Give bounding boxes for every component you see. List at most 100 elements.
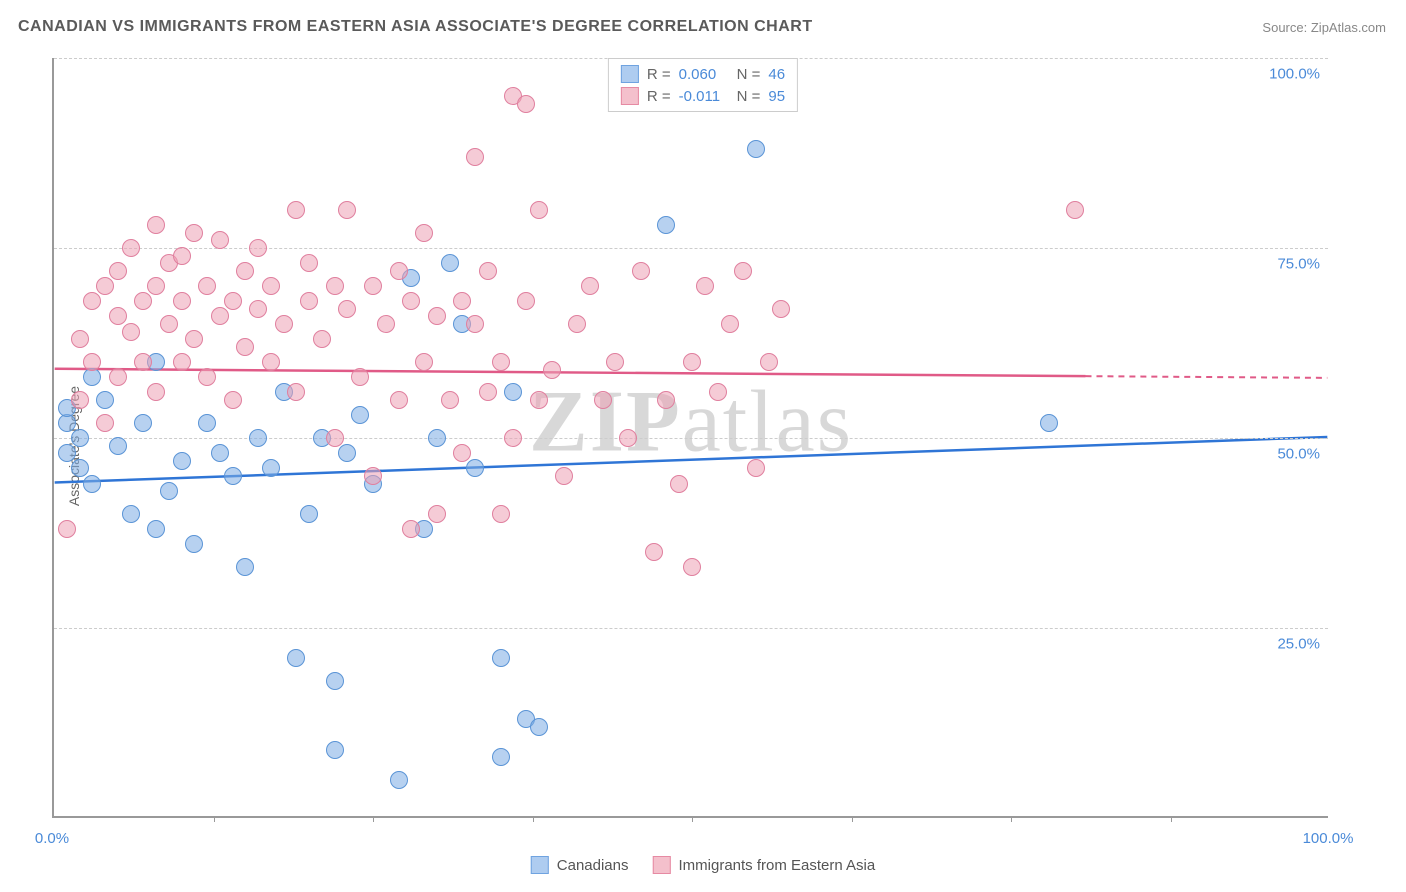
scatter-point	[262, 459, 280, 477]
chart-container: CANADIAN VS IMMIGRANTS FROM EASTERN ASIA…	[0, 0, 1406, 892]
scatter-point	[543, 361, 561, 379]
scatter-point	[696, 277, 714, 295]
r-value: 0.060	[679, 66, 729, 83]
series-legend: Canadians Immigrants from Eastern Asia	[531, 856, 875, 874]
scatter-point	[287, 201, 305, 219]
scatter-point	[58, 520, 76, 538]
n-value: 46	[768, 66, 785, 83]
scatter-point	[249, 300, 267, 318]
scatter-point	[530, 391, 548, 409]
n-label: N =	[737, 66, 761, 83]
scatter-point	[185, 224, 203, 242]
legend-swatch	[652, 856, 670, 874]
source-name: ZipAtlas.com	[1311, 20, 1386, 35]
scatter-point	[441, 391, 459, 409]
scatter-point	[109, 437, 127, 455]
scatter-point	[492, 649, 510, 667]
scatter-point	[109, 307, 127, 325]
scatter-point	[262, 277, 280, 295]
series-legend-item: Canadians	[531, 856, 629, 874]
correlation-legend: R =0.060N =46R =-0.011N =95	[608, 58, 798, 112]
scatter-point	[517, 95, 535, 113]
legend-swatch	[621, 65, 639, 83]
scatter-point	[466, 459, 484, 477]
scatter-point	[415, 224, 433, 242]
scatter-point	[198, 414, 216, 432]
scatter-point	[390, 391, 408, 409]
scatter-point	[492, 353, 510, 371]
scatter-point	[173, 353, 191, 371]
scatter-point	[147, 216, 165, 234]
scatter-point	[326, 672, 344, 690]
scatter-point	[453, 292, 471, 310]
scatter-point	[224, 292, 242, 310]
scatter-point	[300, 292, 318, 310]
scatter-point	[657, 391, 675, 409]
scatter-point	[275, 315, 293, 333]
scatter-point	[326, 429, 344, 447]
scatter-point	[71, 429, 89, 447]
scatter-point	[173, 247, 191, 265]
scatter-point	[428, 307, 446, 325]
correlation-legend-row: R =0.060N =46	[621, 63, 785, 85]
scatter-point	[236, 558, 254, 576]
scatter-point	[109, 368, 127, 386]
scatter-point	[402, 292, 420, 310]
scatter-point	[249, 239, 267, 257]
scatter-point	[122, 239, 140, 257]
scatter-point	[632, 262, 650, 280]
scatter-point	[351, 406, 369, 424]
scatter-point	[364, 467, 382, 485]
n-value: 95	[768, 88, 785, 105]
x-tick-mark	[1011, 816, 1012, 822]
scatter-point	[300, 254, 318, 272]
scatter-point	[326, 277, 344, 295]
n-label: N =	[737, 88, 761, 105]
scatter-point	[96, 414, 114, 432]
scatter-point	[224, 467, 242, 485]
scatter-point	[338, 444, 356, 462]
x-tick-mark	[533, 816, 534, 822]
scatter-point	[1040, 414, 1058, 432]
x-tick-label: 0.0%	[35, 830, 69, 847]
scatter-point	[492, 748, 510, 766]
scatter-point	[606, 353, 624, 371]
x-tick-mark	[214, 816, 215, 822]
source-label: Source:	[1262, 20, 1307, 35]
scatter-point	[58, 444, 76, 462]
scatter-point	[262, 353, 280, 371]
scatter-point	[530, 201, 548, 219]
scatter-point	[441, 254, 459, 272]
y-tick-label: 25.0%	[1277, 636, 1320, 653]
scatter-point	[236, 338, 254, 356]
x-tick-label: 100.0%	[1303, 830, 1354, 847]
scatter-point	[428, 429, 446, 447]
scatter-point	[96, 391, 114, 409]
scatter-point	[504, 429, 522, 447]
scatter-point	[134, 414, 152, 432]
legend-swatch	[531, 856, 549, 874]
series-legend-item: Immigrants from Eastern Asia	[652, 856, 875, 874]
scatter-point	[326, 741, 344, 759]
gridline-horizontal	[54, 248, 1328, 249]
x-tick-mark	[852, 816, 853, 822]
scatter-point	[390, 262, 408, 280]
scatter-point	[453, 444, 471, 462]
scatter-point	[287, 649, 305, 667]
scatter-point	[147, 520, 165, 538]
x-tick-mark	[692, 816, 693, 822]
scatter-point	[160, 315, 178, 333]
scatter-point	[300, 505, 318, 523]
scatter-point	[657, 216, 675, 234]
r-value: -0.011	[679, 88, 729, 105]
scatter-point	[709, 383, 727, 401]
chart-title: CANADIAN VS IMMIGRANTS FROM EASTERN ASIA…	[18, 18, 813, 36]
scatter-point	[249, 429, 267, 447]
scatter-point	[479, 383, 497, 401]
scatter-point	[568, 315, 586, 333]
x-tick-mark	[1171, 816, 1172, 822]
scatter-point	[466, 148, 484, 166]
scatter-point	[109, 262, 127, 280]
scatter-point	[479, 262, 497, 280]
y-tick-label: 100.0%	[1269, 66, 1320, 83]
